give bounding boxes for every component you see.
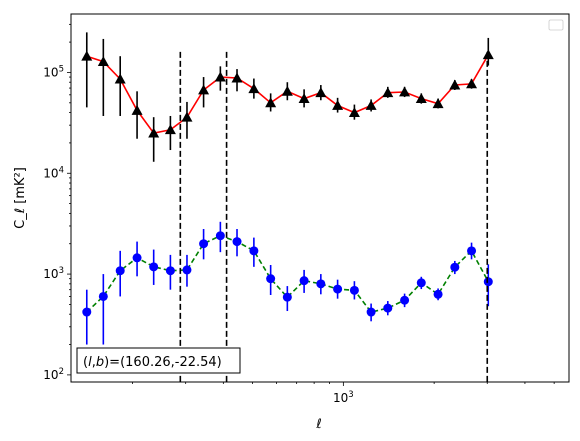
series-1-point-17 <box>348 107 360 117</box>
vertical-lines-layer <box>179 51 489 382</box>
series-2-point-11 <box>249 246 259 256</box>
series-1-point-4 <box>131 104 143 115</box>
series-1-point-19 <box>382 87 394 98</box>
series-1-point-7 <box>181 111 193 122</box>
series-1-point-9 <box>214 71 226 82</box>
series-2-point-23 <box>450 262 460 272</box>
series-1-point-11 <box>248 83 260 94</box>
series-2-point-9 <box>215 231 225 241</box>
series-1-point-14 <box>298 93 310 104</box>
series-1-point-15 <box>315 87 327 98</box>
ticks-layer: 102 103 104 105 103 <box>43 23 555 405</box>
series-2-point-2 <box>98 291 108 301</box>
series-2-point-8 <box>199 239 209 249</box>
annotation-text: (l,b)=(160.26,-22.54) <box>83 355 222 370</box>
series-2-point-25 <box>483 277 493 287</box>
series-1-point-21 <box>415 93 427 104</box>
series-2-point-1 <box>82 307 92 317</box>
series-2-point-19 <box>383 303 393 313</box>
y-tick-label: 102 <box>43 367 64 382</box>
markers-layer <box>81 49 494 317</box>
series-2-point-13 <box>282 292 292 302</box>
series-1-point-20 <box>399 86 411 97</box>
series-2-point-17 <box>349 285 359 295</box>
y-tick-label: 104 <box>43 165 64 180</box>
series-2-point-20 <box>400 295 410 305</box>
series-1-point-6 <box>164 124 176 135</box>
x-axis-label: ℓ <box>315 417 321 432</box>
series-2-point-18 <box>366 307 376 317</box>
y-tick-label: 103 <box>43 266 64 281</box>
series-2-point-5 <box>149 262 159 272</box>
series-1-point-3 <box>114 73 126 84</box>
series-2-point-10 <box>232 237 242 247</box>
series-2-point-6 <box>165 266 175 276</box>
series-2-point-22 <box>433 289 443 299</box>
series-1-point-18 <box>365 100 377 110</box>
series-1-point-24 <box>466 78 478 89</box>
series-1-point-23 <box>449 79 461 90</box>
x-tick-label: 103 <box>333 390 354 405</box>
annotation-box <box>76 347 241 374</box>
series-1-point-16 <box>332 100 344 110</box>
series-1-point-12 <box>265 97 277 108</box>
series-1-point-13 <box>281 85 293 96</box>
series-1-point-5 <box>148 127 160 138</box>
legend-box <box>548 19 564 31</box>
y-tick-label: 105 <box>43 64 64 79</box>
series-1-point-1 <box>81 50 93 61</box>
series-2-point-3 <box>115 266 125 276</box>
series-2-point-15 <box>316 279 326 289</box>
series-2-point-4 <box>132 253 142 263</box>
series-1-point-25 <box>482 49 494 60</box>
series-1-point-10 <box>231 72 243 83</box>
series-2-point-24 <box>467 246 477 256</box>
series-2-point-12 <box>266 274 276 284</box>
series-1-point-22 <box>432 98 444 109</box>
series-1-point-8 <box>198 84 210 95</box>
series-1-point-2 <box>97 56 109 67</box>
series-2-point-21 <box>416 278 426 288</box>
series-2-point-16 <box>333 284 343 294</box>
series-2-point-14 <box>299 276 309 286</box>
y-axis-label: C_ℓ [mK²] <box>13 167 28 229</box>
series-2-point-7 <box>182 265 192 275</box>
plot-frame <box>70 13 570 383</box>
